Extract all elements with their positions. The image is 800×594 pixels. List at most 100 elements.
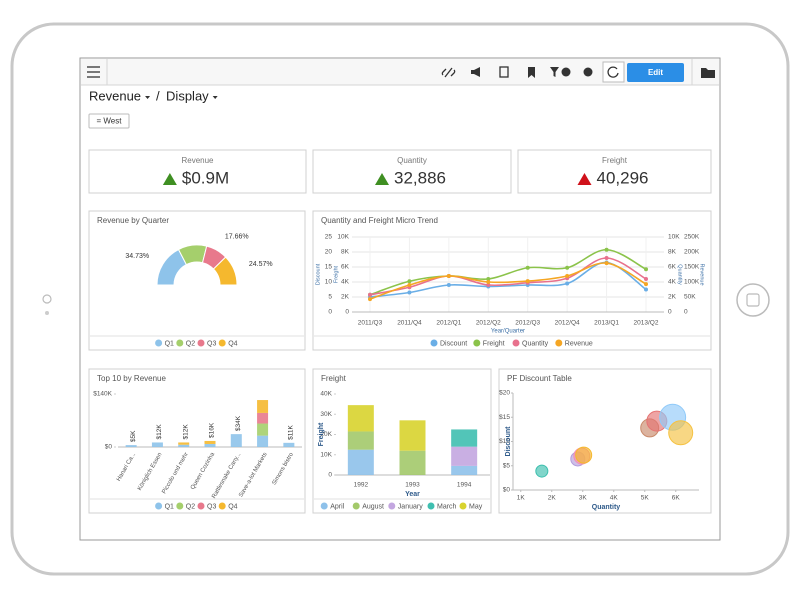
point[interactable] — [486, 283, 491, 287]
x-tick-label: 3K — [579, 495, 588, 502]
legend-swatch[interactable] — [555, 339, 563, 347]
x-tick-label: 6K — [672, 495, 681, 502]
legend-swatch[interactable] — [218, 339, 226, 347]
bar-segment[interactable] — [178, 444, 190, 447]
point[interactable] — [407, 290, 412, 295]
legend-swatch[interactable] — [197, 339, 205, 347]
point[interactable] — [644, 267, 648, 272]
legend-label: Revenue — [565, 340, 593, 347]
bar-segment[interactable] — [257, 412, 269, 424]
y-tick-label: 200K — [684, 249, 700, 256]
dropdown-caret[interactable] — [212, 96, 218, 99]
legend-swatch[interactable] — [459, 502, 467, 510]
point[interactable] — [565, 281, 570, 286]
y-tick-label: $0 — [503, 487, 511, 494]
point[interactable] — [525, 265, 530, 270]
dropdown-caret[interactable] — [145, 96, 151, 99]
point[interactable] — [644, 277, 648, 281]
kpi-label: Freight — [602, 156, 628, 165]
menu-button[interactable] — [87, 66, 100, 78]
bar-segment[interactable] — [257, 423, 269, 436]
filter-icon[interactable] — [550, 67, 559, 77]
kpi-value: 32,886 — [394, 168, 446, 187]
bar-segment[interactable] — [451, 465, 478, 475]
legend-swatch[interactable] — [176, 339, 184, 347]
legend-swatch[interactable] — [473, 339, 481, 347]
legend-swatch[interactable] — [320, 502, 328, 510]
bar-segment[interactable] — [283, 442, 295, 447]
bar-segment[interactable] — [399, 450, 426, 475]
legend-label: Discount — [440, 340, 467, 347]
bookmark-icon[interactable] — [528, 67, 535, 78]
breadcrumb-item[interactable]: Revenue — [89, 88, 141, 103]
y-tick-label: 0 — [345, 309, 349, 316]
kpi-card — [312, 149, 512, 194]
point[interactable] — [604, 247, 609, 252]
legend-label: Q2 — [186, 503, 195, 510]
bar-segment[interactable] — [257, 435, 269, 447]
bar-segment[interactable] — [399, 420, 426, 451]
bar-segment[interactable] — [347, 405, 374, 432]
legend-swatch[interactable] — [430, 339, 438, 347]
y-tick-label: 6K — [668, 264, 677, 271]
bar-segment[interactable] — [451, 446, 478, 466]
bubble[interactable] — [535, 464, 549, 478]
bubble[interactable] — [668, 420, 694, 446]
bar-segment[interactable] — [451, 429, 478, 447]
y-tick-label: 0 — [668, 309, 672, 316]
data-label: 24.57% — [249, 261, 273, 268]
point[interactable] — [407, 279, 412, 284]
edit-button[interactable] — [627, 63, 684, 82]
link-icon[interactable] — [441, 67, 456, 78]
kpi-trend — [162, 173, 177, 185]
refresh-button[interactable] — [602, 61, 625, 83]
point[interactable] — [604, 256, 609, 260]
home-icon — [746, 293, 760, 307]
point[interactable] — [407, 283, 412, 287]
bar-segment[interactable] — [347, 449, 374, 475]
point[interactable] — [644, 287, 648, 292]
kpi-label: Revenue — [181, 156, 214, 165]
point[interactable] — [644, 282, 648, 287]
point[interactable] — [565, 265, 570, 270]
y-axis-label: Discount — [505, 426, 512, 457]
legend-swatch[interactable] — [512, 339, 520, 347]
point[interactable] — [565, 274, 570, 278]
breadcrumb-item[interactable]: Display — [166, 88, 209, 103]
legend-swatch[interactable] — [388, 502, 396, 510]
clipboard-icon[interactable] — [499, 66, 509, 78]
folder-icon[interactable] — [701, 68, 715, 78]
point[interactable] — [368, 292, 372, 297]
point[interactable] — [368, 297, 372, 302]
kpi-trend — [577, 173, 592, 185]
breadcrumb-separator: / — [156, 88, 160, 103]
bar-segment[interactable] — [347, 431, 374, 450]
legend-swatch[interactable] — [197, 502, 205, 510]
announce-icon[interactable] — [471, 67, 480, 77]
point[interactable] — [446, 283, 451, 287]
legend-swatch[interactable] — [427, 502, 435, 510]
data-label: 17.66% — [225, 233, 249, 240]
bubble[interactable] — [575, 446, 593, 464]
point[interactable] — [486, 277, 491, 281]
legend-label: August — [362, 503, 384, 510]
legend-swatch[interactable] — [155, 502, 163, 510]
bar-segment[interactable] — [125, 445, 137, 447]
bar-segment[interactable] — [257, 400, 269, 413]
bar-segment[interactable] — [204, 440, 216, 444]
point[interactable] — [525, 279, 530, 284]
legend-swatch[interactable] — [218, 502, 226, 510]
legend-swatch[interactable] — [352, 502, 360, 510]
home-button[interactable] — [736, 283, 770, 317]
point[interactable] — [486, 280, 491, 284]
legend-swatch[interactable] — [176, 502, 184, 510]
bar-segment[interactable] — [151, 442, 163, 447]
point[interactable] — [446, 274, 451, 278]
bar-segment[interactable] — [230, 434, 242, 447]
bar-segment[interactable] — [178, 442, 190, 445]
bar-segment[interactable] — [204, 443, 216, 447]
legend-swatch[interactable] — [155, 339, 163, 347]
help-icon[interactable] — [583, 67, 593, 77]
filter-chip[interactable] — [88, 113, 130, 129]
point[interactable] — [604, 261, 609, 266]
